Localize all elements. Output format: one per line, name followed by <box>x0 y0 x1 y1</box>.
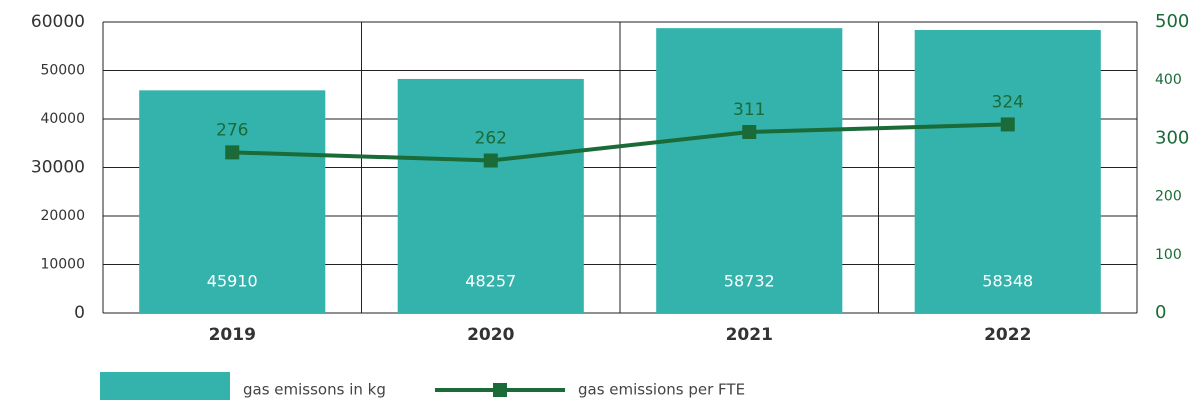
bar-value-label: 58348 <box>982 272 1033 291</box>
y2-tick-label: 500 <box>1155 11 1189 32</box>
line-value-label: 324 <box>992 92 1024 112</box>
line-marker <box>483 153 498 168</box>
bar-value-label: 45910 <box>207 272 258 291</box>
line-value-label: 311 <box>733 100 765 120</box>
legend-label: gas emissions per FTE <box>578 381 745 399</box>
x-tick-label: 2022 <box>984 325 1031 345</box>
bar <box>656 28 843 313</box>
y-tick-label: 0 <box>74 303 85 323</box>
bar <box>397 78 584 313</box>
line-value-label: 276 <box>216 120 248 140</box>
legend-label: gas emissons in kg <box>243 381 386 399</box>
y-tick-label: 60000 <box>31 12 85 32</box>
y-tick-label: 30000 <box>31 158 85 178</box>
bar-value-label: 48257 <box>465 272 516 291</box>
line <box>232 122 1008 163</box>
y2-tick-label: 400 <box>1155 72 1182 88</box>
line-marker <box>1000 117 1015 132</box>
y2-tick-label: 200 <box>1155 189 1182 205</box>
x-tick-label: 2019 <box>209 325 256 345</box>
bar <box>914 30 1101 313</box>
x-tick-label: 2020 <box>467 325 514 345</box>
y-tick-label: 40000 <box>40 111 85 127</box>
y-tick-label: 20000 <box>40 208 85 224</box>
bar <box>139 90 326 313</box>
line-value-label: 262 <box>475 129 507 149</box>
line-marker <box>225 145 240 160</box>
y2-tick-label: 300 <box>1155 127 1189 148</box>
legend-swatch <box>100 372 230 400</box>
legend-marker <box>493 383 507 397</box>
y2-tick-label: 100 <box>1155 247 1182 263</box>
bar-value-label: 58732 <box>724 272 775 291</box>
line-marker <box>742 124 757 139</box>
x-tick-label: 2021 <box>726 325 773 345</box>
y-tick-label: 50000 <box>40 63 85 79</box>
y2-tick-label: 0 <box>1155 302 1166 323</box>
y-tick-label: 10000 <box>40 257 85 273</box>
